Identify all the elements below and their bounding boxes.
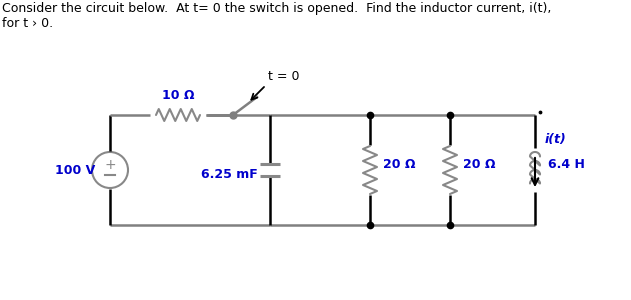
Text: Consider the circuit below.  At t= 0 the switch is opened.  Find the inductor cu: Consider the circuit below. At t= 0 the …	[2, 2, 551, 15]
Text: 20 Ω: 20 Ω	[463, 158, 495, 172]
Text: 20 Ω: 20 Ω	[383, 158, 415, 172]
Text: 100 V: 100 V	[55, 164, 95, 176]
Text: t = 0: t = 0	[268, 70, 300, 83]
Text: 10 Ω: 10 Ω	[162, 89, 194, 102]
Text: for t › 0.: for t › 0.	[2, 17, 53, 30]
Text: 6.4 H: 6.4 H	[548, 158, 585, 172]
Text: i(t): i(t)	[545, 134, 567, 146]
Text: 6.25 mF: 6.25 mF	[201, 169, 258, 182]
Text: +: +	[104, 158, 116, 172]
